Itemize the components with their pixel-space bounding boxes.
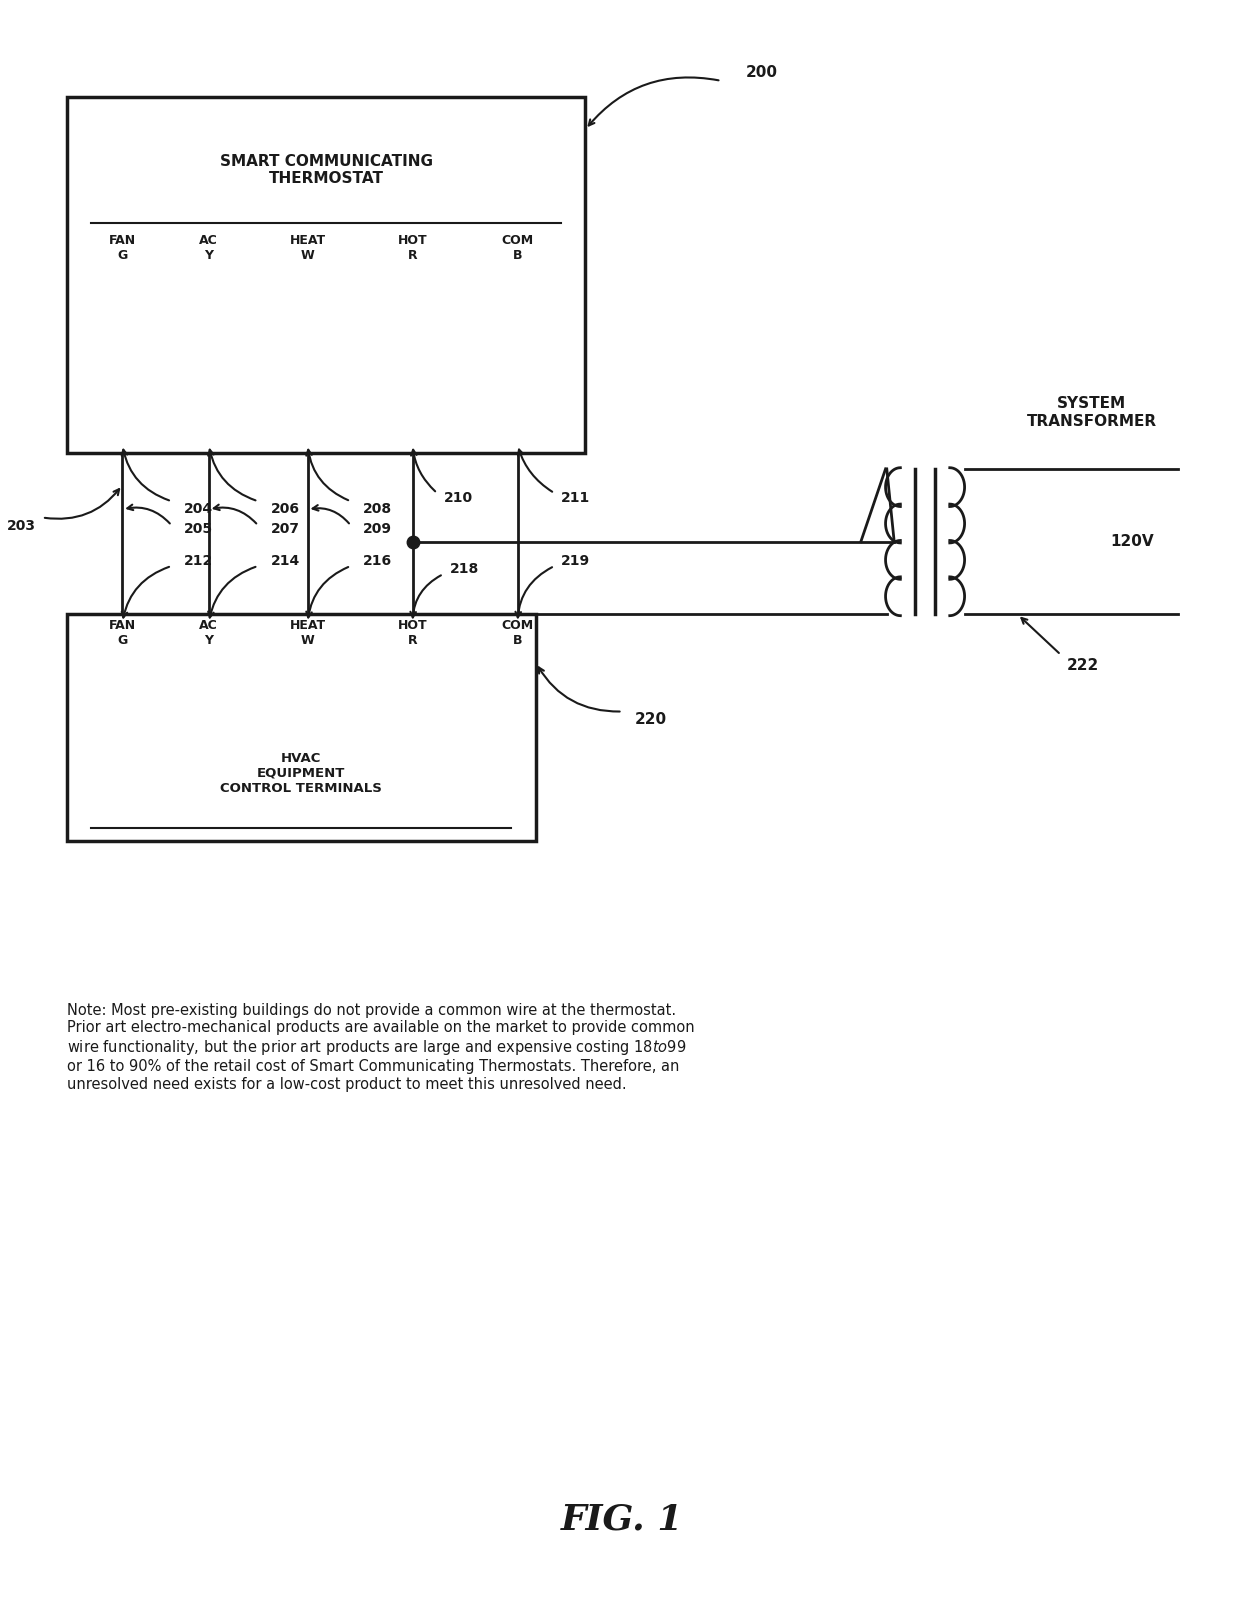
Text: AC
Y: AC Y bbox=[200, 619, 218, 647]
Text: 220: 220 bbox=[635, 711, 667, 728]
Text: FAN
G: FAN G bbox=[109, 619, 136, 647]
Text: 214: 214 bbox=[270, 555, 300, 568]
Text: COM
B: COM B bbox=[501, 619, 533, 647]
Text: SMART COMMUNICATING
THERMOSTAT: SMART COMMUNICATING THERMOSTAT bbox=[219, 154, 433, 186]
Text: 206: 206 bbox=[270, 503, 300, 516]
Text: 200: 200 bbox=[746, 65, 777, 81]
Text: SYSTEM
TRANSFORMER: SYSTEM TRANSFORMER bbox=[1027, 396, 1157, 429]
Text: 208: 208 bbox=[363, 503, 392, 516]
Text: 205: 205 bbox=[184, 522, 213, 535]
Text: 209: 209 bbox=[363, 522, 392, 535]
Text: Note: Most pre-existing buildings do not provide a common wire at the thermostat: Note: Most pre-existing buildings do not… bbox=[67, 1003, 694, 1091]
Text: HOT
R: HOT R bbox=[398, 619, 428, 647]
Text: HEAT
W: HEAT W bbox=[289, 234, 326, 262]
Text: 210: 210 bbox=[444, 492, 472, 505]
Text: 211: 211 bbox=[560, 492, 590, 505]
Text: 203: 203 bbox=[7, 519, 36, 532]
Text: HOT
R: HOT R bbox=[398, 234, 428, 262]
Text: 218: 218 bbox=[450, 563, 479, 576]
Text: 216: 216 bbox=[363, 555, 392, 568]
Text: AC
Y: AC Y bbox=[200, 234, 218, 262]
Text: 222: 222 bbox=[1068, 658, 1100, 673]
Text: COM
B: COM B bbox=[501, 234, 533, 262]
Text: 212: 212 bbox=[184, 555, 213, 568]
Text: 120V: 120V bbox=[1110, 534, 1154, 550]
Text: FAN
G: FAN G bbox=[109, 234, 136, 262]
Text: 207: 207 bbox=[270, 522, 300, 535]
Text: HEAT
W: HEAT W bbox=[289, 619, 326, 647]
Text: FIG. 1: FIG. 1 bbox=[562, 1502, 683, 1538]
Text: 219: 219 bbox=[560, 555, 590, 568]
Text: HVAC
EQUIPMENT
CONTROL TERMINALS: HVAC EQUIPMENT CONTROL TERMINALS bbox=[221, 752, 382, 796]
Text: 204: 204 bbox=[184, 503, 213, 516]
